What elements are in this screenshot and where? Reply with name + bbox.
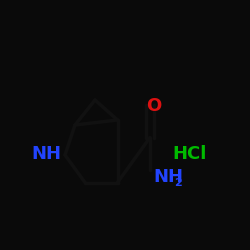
Text: NH: NH [154, 168, 184, 186]
Text: HCl: HCl [173, 145, 207, 163]
Text: 2: 2 [174, 178, 182, 188]
Text: NH: NH [31, 145, 61, 163]
Text: O: O [146, 97, 162, 115]
